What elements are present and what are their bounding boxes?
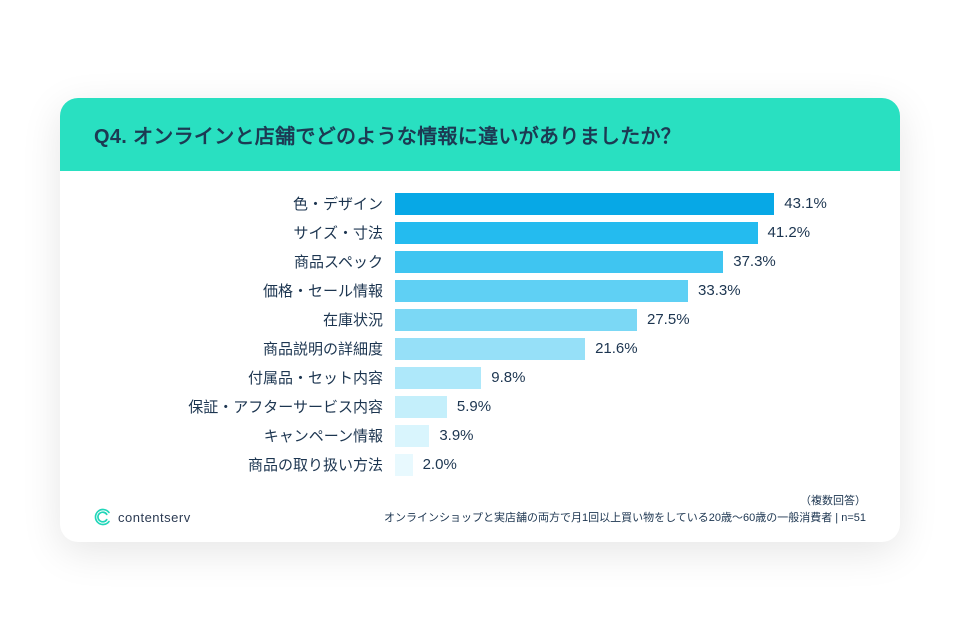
bar-fill bbox=[395, 251, 723, 273]
bar-row: 付属品・セット内容 9.8% bbox=[100, 363, 860, 392]
brand-logo-icon bbox=[94, 508, 112, 526]
bar-fill bbox=[395, 309, 637, 331]
bar-fill bbox=[395, 338, 585, 360]
bar-fill bbox=[395, 396, 447, 418]
bar-row: キャンペーン情報 3.9% bbox=[100, 421, 860, 450]
bar-chart: 色・デザイン 43.1% サイズ・寸法 41.2% 商品スペック 37.3% 価格・セール情… bbox=[60, 171, 900, 487]
bar-track: 2.0% bbox=[395, 454, 860, 476]
bar-fill bbox=[395, 454, 413, 476]
bar-row: 在庫状況 27.5% bbox=[100, 305, 860, 334]
bar-value: 21.6% bbox=[585, 340, 638, 357]
bar-value: 37.3% bbox=[723, 253, 776, 270]
bar-fill bbox=[395, 425, 429, 447]
bar-track: 43.1% bbox=[395, 193, 860, 215]
bar-track: 5.9% bbox=[395, 396, 860, 418]
bar-label: キャンペーン情報 bbox=[100, 425, 395, 446]
chart-card: Q4. オンラインと店舗でどのような情報に違いがありましたか？ 色・デザイン 43… bbox=[60, 98, 900, 542]
bar-track: 21.6% bbox=[395, 338, 860, 360]
brand-logo-text: contentserv bbox=[118, 510, 191, 525]
bar-fill bbox=[395, 193, 774, 215]
footnote-sample: オンラインショップと実店舗の両方で月1回以上買い物をしている20歳～60歳の一般… bbox=[384, 510, 866, 527]
bar-label: 在庫状況 bbox=[100, 309, 395, 330]
bar-label: サイズ・寸法 bbox=[100, 222, 395, 243]
bar-label: 商品の取り扱い方法 bbox=[100, 454, 395, 475]
bar-track: 41.2% bbox=[395, 222, 860, 244]
bar-track: 27.5% bbox=[395, 309, 860, 331]
bar-value: 3.9% bbox=[429, 427, 473, 444]
chart-title: Q4. オンラインと店舗でどのような情報に違いがありましたか？ bbox=[60, 98, 900, 171]
bar-row: 色・デザイン 43.1% bbox=[100, 189, 860, 218]
bar-row: 商品説明の詳細度 21.6% bbox=[100, 334, 860, 363]
footnote-multi-answer: （複数回答） bbox=[384, 493, 866, 510]
bar-row: 商品の取り扱い方法 2.0% bbox=[100, 450, 860, 479]
bar-fill bbox=[395, 280, 688, 302]
card-footer: contentserv （複数回答） オンラインショップと実店舗の両方で月1回以… bbox=[60, 487, 900, 542]
bar-value: 5.9% bbox=[447, 398, 491, 415]
bar-value: 33.3% bbox=[688, 282, 741, 299]
bar-row: 商品スペック 37.3% bbox=[100, 247, 860, 276]
bar-label: 商品説明の詳細度 bbox=[100, 338, 395, 359]
bar-label: 色・デザイン bbox=[100, 193, 395, 214]
bar-track: 9.8% bbox=[395, 367, 860, 389]
bar-row: サイズ・寸法 41.2% bbox=[100, 218, 860, 247]
brand-logo: contentserv bbox=[94, 508, 191, 526]
bar-row: 保証・アフターサービス内容 5.9% bbox=[100, 392, 860, 421]
bar-track: 3.9% bbox=[395, 425, 860, 447]
bar-value: 2.0% bbox=[413, 456, 457, 473]
bar-label: 価格・セール情報 bbox=[100, 280, 395, 301]
bar-label: 保証・アフターサービス内容 bbox=[100, 396, 395, 417]
bar-value: 9.8% bbox=[481, 369, 525, 386]
bar-fill bbox=[395, 367, 481, 389]
bar-value: 41.2% bbox=[758, 224, 811, 241]
bar-fill bbox=[395, 222, 758, 244]
bar-row: 価格・セール情報 33.3% bbox=[100, 276, 860, 305]
bar-value: 43.1% bbox=[774, 195, 827, 212]
bar-track: 33.3% bbox=[395, 280, 860, 302]
chart-footnotes: （複数回答） オンラインショップと実店舗の両方で月1回以上買い物をしている20歳… bbox=[384, 493, 866, 526]
bar-label: 付属品・セット内容 bbox=[100, 367, 395, 388]
bar-track: 37.3% bbox=[395, 251, 860, 273]
bar-value: 27.5% bbox=[637, 311, 690, 328]
bar-label: 商品スペック bbox=[100, 251, 395, 272]
